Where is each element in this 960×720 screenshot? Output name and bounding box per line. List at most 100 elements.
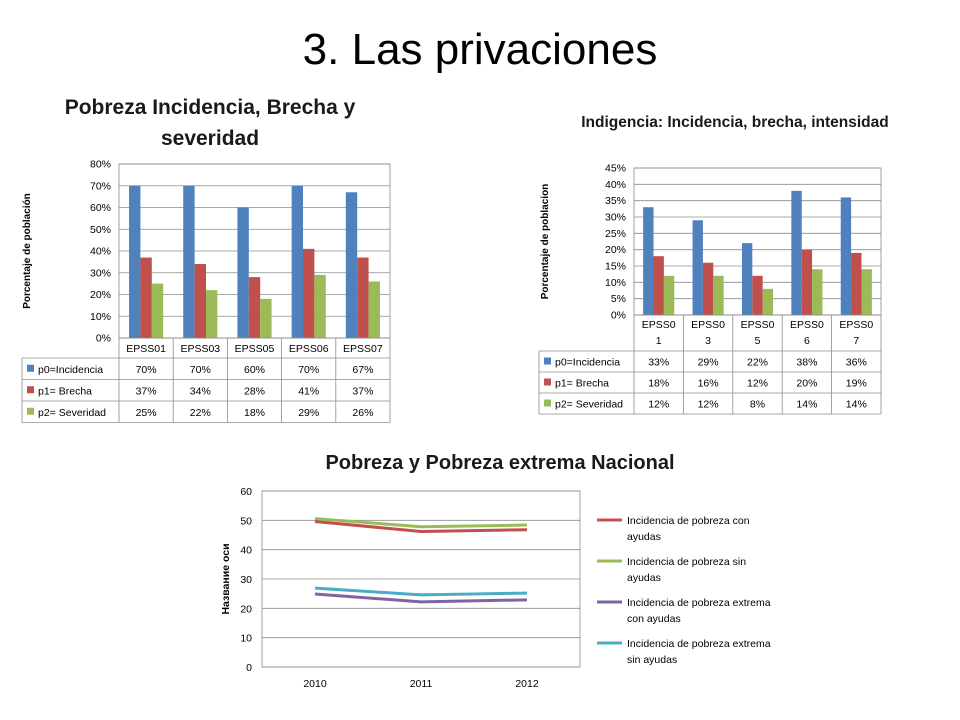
- chart2-data-label: 33%: [648, 357, 669, 369]
- chart2-y-tick-label: 10%: [605, 277, 626, 289]
- chart3-y-axis-title: Название оси: [220, 543, 232, 614]
- chart1-y-tick-label: 60%: [90, 202, 111, 214]
- chart2-y-tick-label: 15%: [605, 261, 626, 273]
- chart1-legend-swatch: [27, 364, 34, 372]
- chart2-data-label: 12%: [648, 399, 669, 411]
- chart3-legend-label: Incidencia de pobreza extrema sin ayudas: [627, 638, 771, 666]
- chart3-x-tick-label: 2010: [303, 678, 327, 690]
- chart2-x-tick-label: EPSS0 5: [741, 319, 775, 347]
- chart1-legend-swatch: [27, 407, 34, 415]
- chart1-x-tick-label: EPSS05: [235, 343, 275, 355]
- chart1-bar: [194, 264, 206, 338]
- chart3-x-tick-label: 2012: [515, 678, 539, 690]
- chart2-y-tick-label: 0%: [611, 310, 626, 322]
- chart3-y-tick-label: 50: [240, 515, 252, 527]
- chart1-data-label: 67%: [352, 364, 373, 376]
- chart1-bar: [345, 192, 358, 338]
- chart1-bar: [151, 283, 164, 338]
- chart3-series-line: [314, 517, 528, 529]
- chart2-bar: [692, 220, 703, 315]
- chart2-data-label: 12%: [698, 399, 719, 411]
- chart2-y-tick-label: 25%: [605, 228, 626, 240]
- chart1-y-tick-label: 80%: [90, 159, 111, 171]
- chart3-chart: 0 10 20 30 40 50 60 2010 2011 2012 Incidencia de p…: [220, 486, 771, 690]
- chart1-legend-swatch: [27, 386, 34, 394]
- chart1-x-tick-label: EPSS01: [126, 343, 166, 355]
- chart1-bar: [140, 257, 152, 338]
- chart2-bar: [861, 269, 872, 315]
- chart1-data-label: 70%: [298, 364, 319, 376]
- chart1-y-tick-label: 30%: [90, 267, 111, 279]
- chart2-legend-label: p1= Brecha: [555, 378, 609, 390]
- chart2-bar: [663, 275, 675, 315]
- chart3-y-tick-label: 20: [240, 603, 252, 615]
- chart1-data-label: 37%: [136, 385, 157, 397]
- chart2-data-label: 14%: [796, 399, 817, 411]
- chart2-title: Indigencia: Incidencia, brecha, intensid…: [581, 114, 889, 131]
- chart2-bar: [812, 269, 823, 315]
- chart1-data-label: 37%: [352, 385, 373, 397]
- chart2-bar: [702, 262, 714, 315]
- chart2-legend-label: p0=Incidencia: [555, 357, 620, 369]
- chart2-chart: 0% 5% 10% 15% 20% 25% 30% 35% 40% 45% EPSS0 1 EPSS0 3…: [538, 163, 882, 415]
- chart2-bar: [752, 275, 763, 315]
- chart1-title: Pobreza Incidencia, Brecha y severidad: [64, 96, 356, 150]
- chart1-data-label: 41%: [298, 385, 319, 397]
- chart1-data-label: 26%: [352, 407, 373, 419]
- chart3-y-tick-label: 0: [246, 662, 252, 674]
- chart3-legend-label: Incidencia de pobreza con ayudas: [627, 515, 750, 543]
- chart2-data-label: 36%: [846, 357, 867, 369]
- chart1-chart: 0% 10% 20% 30% 40% 50% 60% 70% 80% EPSS01 EPSS03 EP…: [21, 159, 391, 423]
- chart1-legend-label: p1= Brecha: [38, 385, 92, 397]
- chart1-y-axis-title: Porcentaje de población: [22, 193, 33, 309]
- chart2-data-label: 29%: [698, 357, 719, 369]
- chart1-bar: [368, 281, 380, 338]
- chart3-y-tick-label: 60: [240, 486, 252, 498]
- chart2-y-tick-label: 30%: [605, 212, 626, 224]
- chart2-legend-swatch: [544, 357, 551, 365]
- chart1-bar: [248, 277, 261, 338]
- chart2-data-label: 20%: [796, 378, 817, 390]
- chart2-bar: [713, 275, 724, 315]
- chart1-data-label: 25%: [136, 407, 157, 419]
- chart1-data-label: 60%: [244, 364, 265, 376]
- chart2-x-tick-label: EPSS0 3: [691, 319, 725, 347]
- chart2-bar: [791, 190, 802, 315]
- chart2-bar: [643, 207, 654, 315]
- chart1-bar: [129, 185, 141, 338]
- chart3-y-tick-label: 40: [240, 545, 252, 557]
- chart3-x-tick-label: 2011: [410, 678, 433, 690]
- chart1-bar: [237, 207, 249, 338]
- chart1-bar: [357, 257, 369, 338]
- chart1-bar: [303, 248, 315, 338]
- chart2-x-tick-label: EPSS0 6: [790, 319, 824, 347]
- chart1-x-tick-label: EPSS07: [343, 343, 383, 355]
- chart2-bar: [653, 256, 664, 315]
- chart2-bar: [851, 252, 862, 315]
- chart1-data-label: 34%: [190, 385, 211, 397]
- chart2-bar: [840, 197, 852, 315]
- chart2-legend-label: p2= Severidad: [555, 399, 623, 411]
- chart1-data-label: 70%: [136, 364, 157, 376]
- chart1-y-tick-label: 40%: [90, 246, 111, 258]
- chart1-bar: [260, 298, 272, 338]
- chart3-plot-area: [261, 490, 581, 668]
- chart3-y-tick-label: 30: [240, 574, 252, 586]
- chart2-bar: [801, 249, 813, 315]
- chart1-y-tick-label: 50%: [90, 224, 111, 236]
- chart1-legend-label: p0=Incidencia: [38, 364, 103, 376]
- chart2-y-tick-label: 20%: [605, 244, 626, 256]
- chart2-y-tick-label: 40%: [605, 179, 626, 191]
- chart3-series-line: [314, 520, 528, 533]
- chart3-legend-label: Incidencia de pobreza extrema con ayudas: [627, 597, 771, 625]
- chart2-data-label: 18%: [648, 378, 669, 390]
- chart2-y-axis-title: Porcentaje de poblacion: [540, 184, 551, 300]
- chart2-data-label: 12%: [747, 378, 768, 390]
- chart1-data-label: 18%: [244, 407, 265, 419]
- chart1-x-tick-label: EPSS03: [180, 343, 220, 355]
- chart1-x-tick-label: EPSS06: [289, 343, 329, 355]
- chart2-legend-swatch: [544, 399, 551, 407]
- chart1-y-tick-label: 10%: [90, 311, 111, 323]
- chart2-data-label: 19%: [846, 378, 867, 390]
